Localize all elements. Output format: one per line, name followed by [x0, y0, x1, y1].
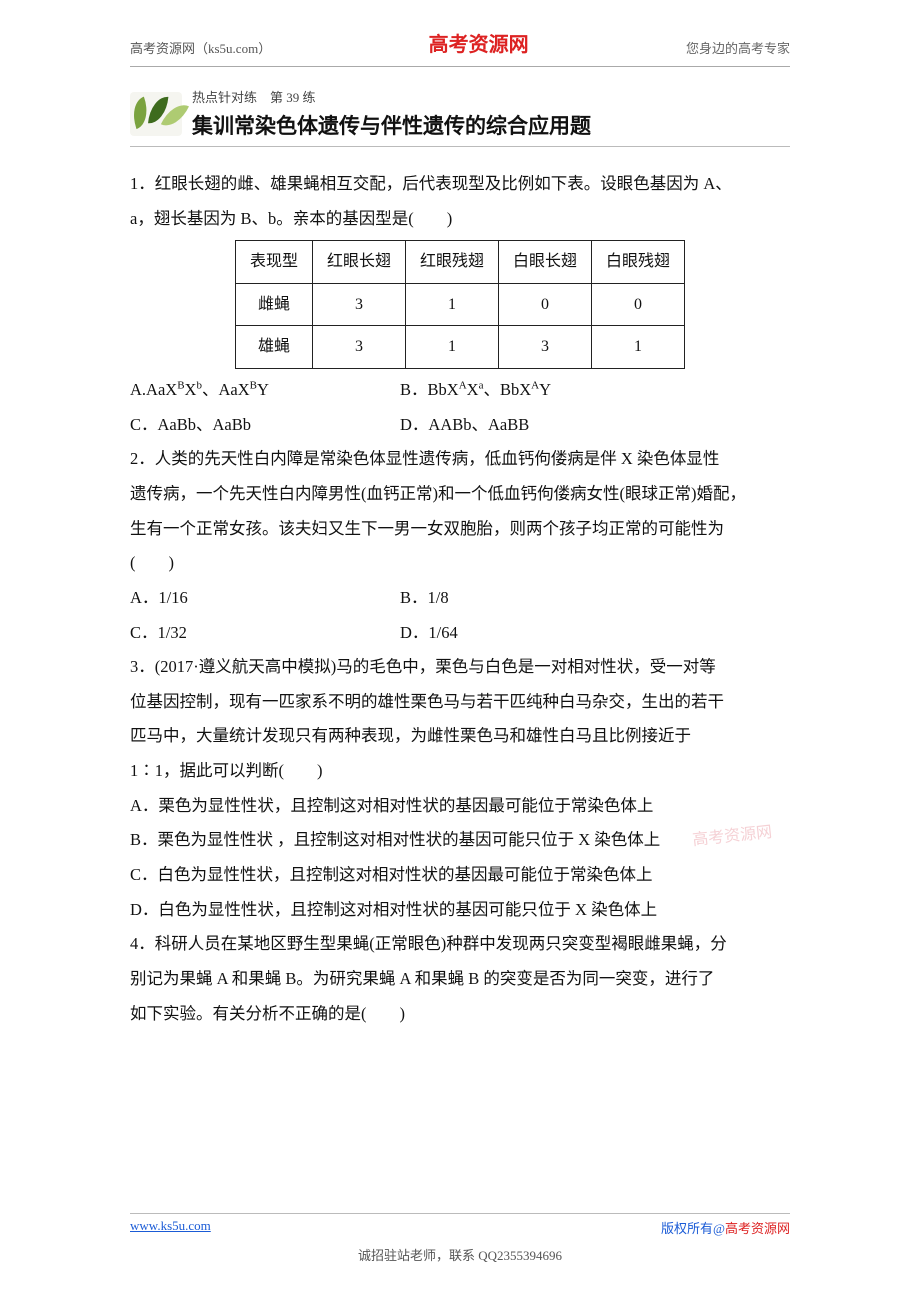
- q3-opt-c: C．白色为显性性状，且控制这对相对性状的基因最可能位于常染色体上: [130, 858, 790, 893]
- q3-l2: 位基因控制，现有一匹家系不明的雄性栗色马与若干匹纯种白马杂交，生出的若干: [130, 685, 790, 720]
- q3-opt-d: D．白色为显性性状，且控制这对相对性状的基因可能只位于 X 染色体上: [130, 893, 790, 928]
- q3-l4: 1∶1，据此可以判断( ): [130, 754, 790, 789]
- q4-l2: 别记为果蝇 A 和果蝇 B。为研究果蝇 A 和果蝇 B 的突变是否为同一突变，进…: [130, 962, 790, 997]
- footer-rule: [130, 1213, 790, 1214]
- q3-l1: 3．(2017·遵义航天高中模拟)马的毛色中，栗色与白色是一对相对性状，受一对等: [130, 650, 790, 685]
- q2-options-row1: A．1/16 B．1/8: [130, 581, 790, 616]
- q2-l2: 遗传病，一个先天性白内障男性(血钙正常)和一个低血钙佝偻病女性(眼球正常)婚配，: [130, 477, 790, 512]
- q3-opt-a: A．栗色为显性性状，且控制这对相对性状的基因最可能位于常染色体上: [130, 789, 790, 824]
- header-center-logo: 高考资源网: [429, 28, 529, 57]
- footer-copyright: 版权所有@高考资源网: [661, 1218, 790, 1237]
- q1-options-row2: C．AaBb、AaBb D．AABb、AaBB: [130, 408, 790, 443]
- header-underline: [130, 63, 790, 67]
- q3-l3: 匹马中，大量统计发现只有两种表现，为雌性栗色马和雄性白马且比例接近于: [130, 719, 790, 754]
- q1-line1: 1．红眼长翅的雌、雄果蝇相互交配，后代表现型及比例如下表。设眼色基因为 A、: [130, 167, 790, 202]
- table-row: 雌蝇 3 1 0 0: [235, 283, 684, 326]
- q2-opt-d: D．1/64: [400, 616, 458, 651]
- banner-title: 集训常染色体遗传与伴性遗传的综合应用题: [192, 110, 591, 140]
- leaf-icon: [130, 92, 182, 136]
- header-left: 高考资源网（ks5u.com）: [130, 38, 271, 57]
- q2-l1: 2．人类的先天性白内障是常染色体显性遗传病，低血钙佝偻病是伴 X 染色体显性: [130, 442, 790, 477]
- q1-opt-c: C．AaBb、AaBb: [130, 408, 400, 443]
- q1-opt-b: B．BbXAXa、BbXAY: [400, 373, 551, 408]
- table-row: 表现型 红眼长翅 红眼残翅 白眼长翅 白眼残翅: [235, 241, 684, 284]
- q3-opt-b: B．栗色为显性性状 ，且控制这对相对性状的基因可能只位于 X 染色体上: [130, 823, 790, 858]
- q1-table: 表现型 红眼长翅 红眼残翅 白眼长翅 白眼残翅 雌蝇 3 1 0 0 雄蝇 3 …: [235, 240, 685, 369]
- section-banner: 热点针对练 第 39 练 集训常染色体遗传与伴性遗传的综合应用题: [130, 87, 790, 147]
- page-footer: www.ks5u.com 版权所有@高考资源网 诚招驻站老师，联系 QQ2355…: [0, 1213, 920, 1264]
- q1-opt-d: D．AABb、AaBB: [400, 408, 529, 443]
- q2-opt-a: A．1/16: [130, 581, 400, 616]
- q2-opt-b: B．1/8: [400, 581, 449, 616]
- page-header: 高考资源网（ks5u.com） 高考资源网 您身边的高考专家: [0, 0, 920, 63]
- q2-opt-c: C．1/32: [130, 616, 400, 651]
- q1-options-row1: A.AaXBXb、AaXBY B．BbXAXa、BbXAY: [130, 373, 790, 408]
- header-right: 您身边的高考专家: [686, 38, 790, 57]
- q2-l4: ( ): [130, 546, 790, 581]
- footer-url[interactable]: www.ks5u.com: [130, 1218, 211, 1237]
- table-row: 雄蝇 3 1 3 1: [235, 326, 684, 369]
- q2-l3: 生有一个正常女孩。该夫妇又生下一男一女双胞胎，则两个孩子均正常的可能性为: [130, 512, 790, 547]
- footer-contact: 诚招驻站老师，联系 QQ2355394696: [0, 1245, 920, 1264]
- q1-opt-a: A.AaXBXb、AaXBY: [130, 373, 400, 408]
- q2-options-row2: C．1/32 D．1/64: [130, 616, 790, 651]
- banner-text: 热点针对练 第 39 练 集训常染色体遗传与伴性遗传的综合应用题: [192, 87, 591, 140]
- banner-kicker: 热点针对练 第 39 练: [192, 87, 591, 106]
- q4-l3: 如下实验。有关分析不正确的是( ): [130, 997, 790, 1032]
- content-body: 1．红眼长翅的雌、雄果蝇相互交配，后代表现型及比例如下表。设眼色基因为 A、 a…: [0, 155, 920, 1031]
- q4-l1: 4．科研人员在某地区野生型果蝇(正常眼色)种群中发现两只突变型褐眼雌果蝇，分: [130, 927, 790, 962]
- q1-line2: a，翅长基因为 B、b。亲本的基因型是( ): [130, 202, 790, 237]
